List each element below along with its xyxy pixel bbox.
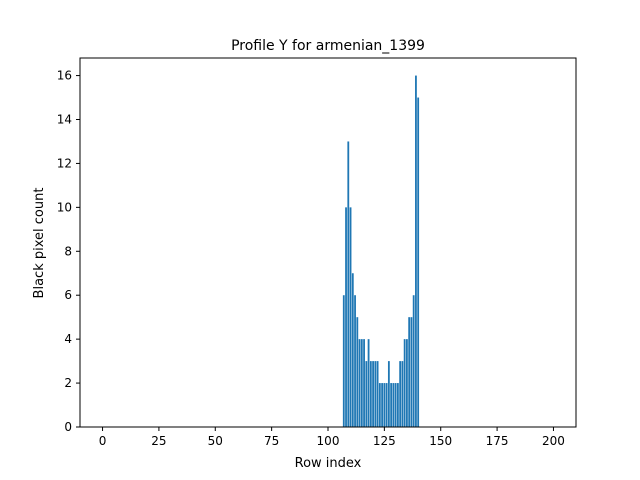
bar — [410, 317, 413, 427]
x-axis-label: Row index — [295, 456, 362, 471]
bar — [385, 383, 388, 427]
bar — [383, 383, 386, 427]
bar — [406, 339, 408, 427]
y-tick-label: 6 — [64, 288, 72, 302]
y-axis-label: Black pixel count — [32, 188, 47, 299]
y-tick-label: 10 — [57, 200, 72, 214]
x-axis-ticks: 0 25 50 75 100 125 150 175 200 — [99, 427, 565, 448]
bar — [369, 361, 372, 427]
bar — [360, 339, 363, 427]
x-tick-label: 150 — [429, 434, 452, 448]
y-axis-ticks: 0 2 4 6 8 10 12 14 16 — [57, 69, 80, 434]
bar — [417, 97, 420, 428]
x-tick-label: 75 — [264, 434, 279, 448]
bar — [345, 207, 347, 427]
x-tick-label: 175 — [486, 434, 509, 448]
bar — [392, 383, 395, 427]
y-tick-label: 16 — [57, 69, 72, 83]
x-tick-label: 50 — [208, 434, 223, 448]
bar — [358, 339, 361, 427]
x-tick-label: 125 — [373, 434, 396, 448]
bar — [399, 361, 402, 427]
bar — [376, 361, 379, 427]
x-tick-label: 0 — [99, 434, 107, 448]
bar — [387, 361, 390, 427]
x-tick-label: 100 — [317, 434, 340, 448]
bar — [374, 361, 377, 427]
bar — [354, 295, 356, 427]
bar — [378, 383, 381, 427]
plot-frame — [79, 57, 577, 428]
bar — [381, 383, 384, 427]
bar — [396, 383, 399, 427]
y-tick-label: 4 — [64, 332, 72, 346]
bars — [342, 75, 420, 428]
y-tick-label: 0 — [64, 420, 72, 434]
bar — [351, 273, 354, 427]
bar — [390, 383, 393, 427]
y-tick-label: 14 — [57, 113, 72, 127]
bar — [415, 75, 417, 428]
y-tick-label: 12 — [57, 156, 72, 170]
bar — [356, 317, 359, 427]
chart-title: Profile Y for armenian_1399 — [231, 38, 425, 54]
bar — [372, 361, 374, 427]
bar — [408, 317, 411, 427]
y-tick-label: 8 — [64, 244, 72, 258]
y-tick-label: 2 — [64, 376, 72, 390]
bar — [394, 383, 397, 427]
bar — [342, 295, 345, 427]
bar — [403, 339, 406, 427]
x-tick-label: 200 — [542, 434, 565, 448]
bar — [367, 339, 370, 427]
bar — [347, 141, 350, 427]
bar — [365, 361, 368, 427]
x-tick-label: 25 — [151, 434, 166, 448]
bar — [401, 361, 404, 427]
bar — [349, 207, 352, 427]
bar — [412, 295, 415, 427]
bar — [363, 339, 365, 427]
